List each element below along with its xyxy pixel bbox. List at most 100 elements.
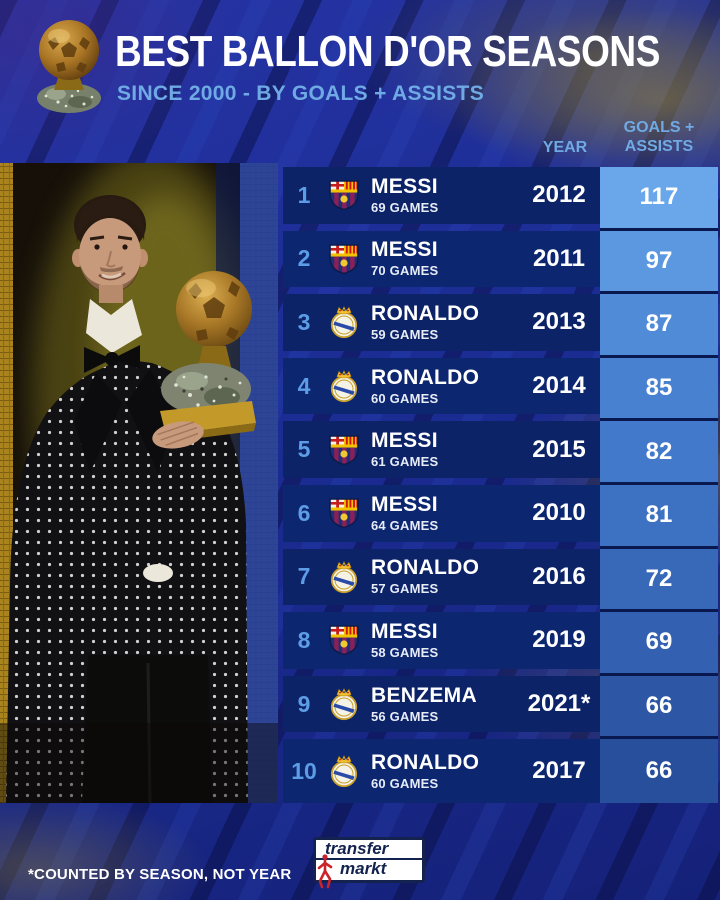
footnote: *COUNTED BY SEASON, NOT YEAR: [28, 866, 292, 883]
barcelona-badge-icon: [329, 498, 359, 529]
real-madrid-badge-icon: [330, 688, 358, 721]
player-info: RONALDO 59 GAMES: [371, 301, 480, 342]
row-main-cell: 3 RONALDO 59 GAMES 2013: [283, 294, 600, 351]
row-main-cell: 10 RONALDO 60 GAMES 2017: [283, 739, 600, 803]
table-row: 3 RONALDO 59 GAMES 2013 87: [283, 294, 718, 358]
ballon-dor-trophy-icon: [37, 20, 101, 113]
season-year: 2010: [532, 499, 586, 527]
rank-number: 7: [297, 563, 311, 590]
player-name: BENZEMA: [371, 683, 477, 707]
player-name: RONALDO: [371, 750, 480, 774]
player-info: MESSI 69 GAMES: [371, 174, 439, 215]
rank-number: 9: [297, 690, 311, 717]
transfermarkt-player-icon: [317, 854, 333, 889]
goals-assists-value: 97: [600, 230, 718, 295]
messi-ballon-dor-photo: [0, 163, 278, 803]
goals-assists-value: 82: [600, 421, 718, 485]
player-games: 61 GAMES: [371, 454, 439, 470]
season-year: 2012: [532, 181, 586, 209]
table-row: 10 RONALDO 60 GAMES 2017 66: [283, 739, 718, 803]
player-name: RONALDO: [371, 556, 480, 580]
row-main-cell: 6 MESSI 64 GAMES 2010: [283, 484, 600, 542]
column-header-goals-line1: GOALS +: [623, 119, 695, 136]
table-row: 4 RONALDO 60 GAMES 2014 85: [283, 357, 718, 422]
player-info: MESSI 61 GAMES: [371, 429, 439, 470]
season-year: 2014: [532, 372, 586, 400]
row-main-cell: 2 MESSI 70 GAMES 2011: [283, 230, 600, 288]
player-info: BENZEMA 56 GAMES: [371, 683, 477, 724]
player-info: MESSI 58 GAMES: [371, 619, 439, 660]
goals-assists-value: 66: [600, 675, 718, 740]
row-main-cell: 7 RONALDO 57 GAMES 2016: [283, 548, 600, 606]
player-info: RONALDO 60 GAMES: [371, 750, 480, 791]
row-main-cell: 4 RONALDO 60 GAMES 2014: [283, 357, 600, 415]
column-header-goals-assists: GOALS + ASSISTS: [600, 118, 718, 156]
player-games: 60 GAMES: [371, 390, 439, 406]
barcelona-badge-icon: [329, 434, 359, 465]
row-main-cell: 5 MESSI 61 GAMES 2015: [283, 421, 600, 478]
player-games: 70 GAMES: [371, 263, 439, 279]
player-name: MESSI: [371, 619, 438, 643]
barcelona-badge-icon: [329, 244, 359, 275]
player-games: 69 GAMES: [371, 199, 439, 215]
season-year: 2017: [532, 757, 586, 785]
table-row: 2 MESSI 70 GAMES 2011 97: [283, 230, 718, 295]
poster-subtitle: SINCE 2000 - BY GOALS + ASSISTS: [117, 82, 484, 105]
table-row: 1 MESSI 69 GAMES 2012 117: [283, 167, 718, 231]
logo-word-transfer: transfer: [316, 840, 422, 860]
ranking-table: 1 MESSI 69 GAMES 2012 117 2: [283, 167, 718, 803]
goals-assists-value: 72: [600, 548, 718, 613]
player-name: MESSI: [371, 238, 438, 262]
row-main-cell: 1 MESSI 69 GAMES 2012: [283, 167, 600, 224]
season-year: 2011: [532, 244, 586, 272]
player-name: MESSI: [371, 429, 438, 453]
transfermarkt-logo: transfer markt: [313, 837, 425, 889]
player-games: 59 GAMES: [371, 326, 439, 342]
goals-assists-value: 87: [600, 294, 718, 358]
barcelona-badge-icon: [329, 625, 359, 656]
player-games: 56 GAMES: [371, 708, 439, 724]
goals-assists-value: 69: [600, 612, 718, 676]
player-info: RONALDO 60 GAMES: [371, 365, 480, 406]
season-year: 2019: [532, 626, 586, 654]
logo-word-markt: markt: [340, 859, 387, 878]
player-name: RONALDO: [371, 365, 480, 389]
poster-title: BEST BALLON D'OR SEASONS: [115, 27, 660, 76]
rank-number: 5: [297, 436, 311, 463]
season-year: 2013: [532, 308, 586, 336]
player-games: 58 GAMES: [371, 644, 439, 660]
rank-number: 8: [297, 626, 311, 653]
table-row: 6 MESSI 64 GAMES 2010 81: [283, 484, 718, 549]
real-madrid-badge-icon: [330, 755, 358, 788]
table-row: 5 MESSI 61 GAMES 2015 82: [283, 421, 718, 485]
player-name: MESSI: [371, 492, 438, 516]
real-madrid-badge-icon: [330, 370, 358, 403]
player-games: 57 GAMES: [371, 581, 439, 597]
player-name: MESSI: [371, 174, 438, 198]
player-info: MESSI 70 GAMES: [371, 238, 439, 279]
goals-assists-value: 117: [600, 167, 718, 231]
row-main-cell: 9 BENZEMA 56 GAMES 2021*: [283, 675, 600, 733]
rank-number: 1: [297, 181, 311, 208]
player-games: 64 GAMES: [371, 517, 439, 533]
season-year: 2015: [532, 435, 586, 463]
goals-assists-value: 85: [600, 357, 718, 422]
goals-assists-value: 81: [600, 484, 718, 549]
player-name: RONALDO: [371, 301, 480, 325]
barcelona-badge-icon: [329, 180, 359, 211]
rank-number: 2: [297, 245, 311, 272]
player-info: RONALDO 57 GAMES: [371, 556, 480, 597]
table-row: 9 BENZEMA 56 GAMES 2021* 66: [283, 675, 718, 740]
rank-number: 4: [297, 372, 311, 399]
table-row: 7 RONALDO 57 GAMES 2016 72: [283, 548, 718, 613]
season-year: 2021*: [527, 690, 591, 718]
player-info: MESSI 64 GAMES: [371, 492, 439, 533]
real-madrid-badge-icon: [330, 560, 358, 593]
rank-number: 3: [297, 308, 311, 335]
goals-assists-value: 66: [600, 739, 718, 803]
column-header-year: YEAR: [542, 139, 588, 156]
real-madrid-badge-icon: [330, 306, 358, 339]
rank-number: 6: [297, 499, 311, 526]
table-row: 8 MESSI 58 GAMES 2019 69: [283, 612, 718, 676]
